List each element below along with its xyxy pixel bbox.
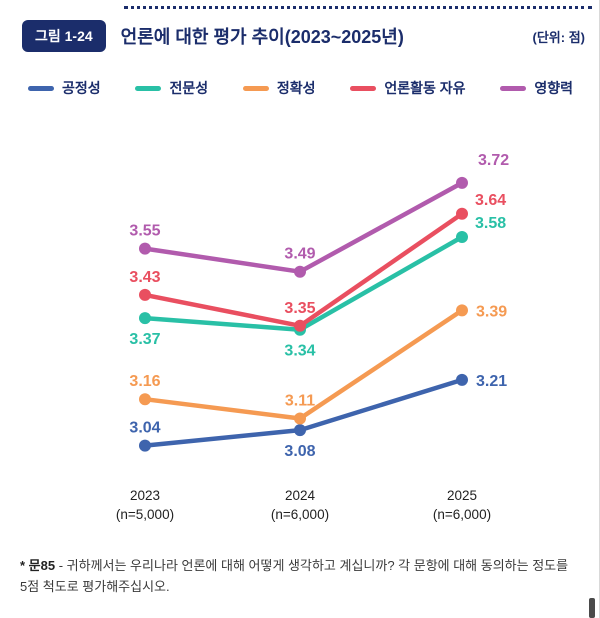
figure-title: 언론에 대한 평가 추이(2023~2025년) <box>120 27 404 47</box>
legend-color-marker <box>350 85 377 91</box>
data-point-1-2 <box>456 231 468 243</box>
top-dotted-divider <box>124 6 592 9</box>
legend-item-fairness: 공정성 <box>28 78 101 98</box>
x-axis-label-1: 2024 <box>285 488 316 503</box>
legend-label: 언론활동 자유 <box>384 80 466 96</box>
legend-label: 영향력 <box>534 80 573 96</box>
data-point-3-2 <box>456 207 468 220</box>
footnote-text: - 귀하께서는 우리나라 언론에 대해 어떻게 생각하고 계십니까? 각 문항에… <box>20 558 569 594</box>
legend-label: 전문성 <box>169 80 209 96</box>
x-axis-sublabel-2: (n=6,000) <box>433 507 491 522</box>
value-label-2-0: 3.16 <box>129 373 160 390</box>
value-label-0-0: 3.04 <box>129 420 160 437</box>
value-label-3-1: 3.35 <box>284 300 315 317</box>
value-label-0-1: 3.08 <box>284 443 315 460</box>
data-point-2-2 <box>456 304 468 317</box>
unit-label: (단위: 점) <box>532 29 585 45</box>
value-label-2-2: 3.39 <box>476 303 507 320</box>
legend-color-marker <box>242 85 269 91</box>
data-point-2-1 <box>294 412 306 425</box>
data-point-4-1 <box>294 265 306 278</box>
data-point-2-0 <box>139 393 151 406</box>
figure-number-badge: 그림 1-24 <box>22 20 106 52</box>
data-point-4-2 <box>456 176 468 189</box>
data-point-4-0 <box>139 242 151 255</box>
legend-item-accuracy: 정확성 <box>242 78 316 98</box>
x-axis-label-2: 2025 <box>447 488 477 503</box>
legend-item-press-freedom: 언론활동 자유 <box>350 78 466 98</box>
x-axis-label-0: 2023 <box>130 488 160 503</box>
series-line-0 <box>142 377 465 448</box>
data-point-1-0 <box>139 312 151 325</box>
footnote: * 문85 - 귀하께서는 우리나라 언론에 대해 어떻게 생각하고 계십니까?… <box>20 556 575 598</box>
legend-item-influence: 영향력 <box>500 78 573 98</box>
value-label-4-2: 3.72 <box>478 152 509 169</box>
x-axis-sublabel-1: (n=6,000) <box>271 507 329 522</box>
value-label-3-0: 3.43 <box>129 269 160 286</box>
data-point-0-1 <box>294 424 306 437</box>
value-label-0-2: 3.21 <box>476 373 507 390</box>
value-label-2-1: 3.11 <box>285 393 315 410</box>
value-label-4-1: 3.49 <box>284 246 315 263</box>
legend-color-marker <box>500 85 527 91</box>
footnote-question-number: * 문85 <box>20 558 56 573</box>
chart-legend: 공정성 전문성 정확성 언론활동 자유 영향력 <box>28 78 573 98</box>
data-point-0-2 <box>456 373 468 386</box>
legend-label: 공정성 <box>62 80 101 96</box>
data-point-3-0 <box>139 288 151 301</box>
figure-header: 그림 1-24 언론에 대한 평가 추이(2023~2025년) (단위: 점) <box>22 20 585 52</box>
data-point-3-1 <box>294 319 306 332</box>
legend-color-marker <box>135 85 162 91</box>
x-axis-sublabel-0: (n=5,000) <box>116 507 174 522</box>
value-label-4-0: 3.55 <box>129 223 160 240</box>
legend-item-professionalism: 전문성 <box>135 78 208 98</box>
line-chart: 3.04 3.08 3.21 3.37 3.34 3.58 3.16 3.11 3.39 3.43… <box>116 152 509 522</box>
legend-color-marker <box>28 85 54 91</box>
value-label-3-2: 3.64 <box>475 192 506 209</box>
value-label-1-0: 3.37 <box>129 331 160 348</box>
legend-label: 정확성 <box>276 80 316 96</box>
value-label-1-2: 3.58 <box>475 215 506 232</box>
scrollbar-thumb[interactable] <box>589 598 595 618</box>
value-label-1-1: 3.34 <box>284 343 315 360</box>
data-point-0-0 <box>139 439 151 452</box>
